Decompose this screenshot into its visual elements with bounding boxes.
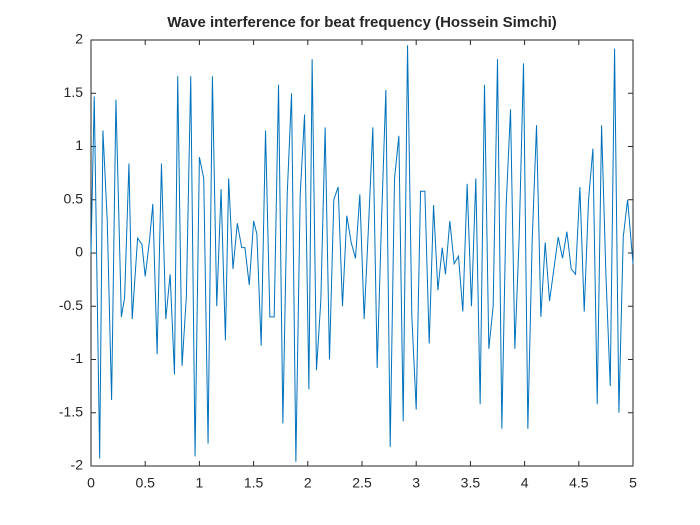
y-tick-label: -1 bbox=[71, 350, 84, 366]
x-tick-label: 4.5 bbox=[569, 475, 589, 491]
y-tick-label: 0 bbox=[75, 244, 83, 260]
x-tick-label: 4 bbox=[521, 475, 529, 491]
line bbox=[90, 45, 634, 462]
x-tick-label: 5 bbox=[629, 475, 637, 491]
y-tick-label: 1 bbox=[75, 137, 83, 153]
x-tick-label: 2.5 bbox=[352, 475, 372, 491]
y-tick-label: 2 bbox=[75, 31, 83, 47]
x-tick-label: 1.5 bbox=[244, 475, 264, 491]
x-tick-label: 1 bbox=[196, 475, 204, 491]
y-tick-label: 0.5 bbox=[64, 190, 84, 206]
x-tick-label: 0 bbox=[87, 475, 95, 491]
x-tick-label: 2 bbox=[304, 475, 312, 491]
y-tick-label: -2 bbox=[71, 457, 84, 473]
x-tick-label: 0.5 bbox=[135, 475, 155, 491]
y-tick-label: -0.5 bbox=[59, 297, 83, 313]
x-tick-label: 3.5 bbox=[461, 475, 481, 491]
y-tick-label: 1.5 bbox=[64, 84, 84, 100]
y-tick-label: -1.5 bbox=[59, 403, 83, 419]
chart-title: Wave interference for beat frequency (Ho… bbox=[167, 14, 557, 31]
x-tick-label: 3 bbox=[412, 475, 420, 491]
